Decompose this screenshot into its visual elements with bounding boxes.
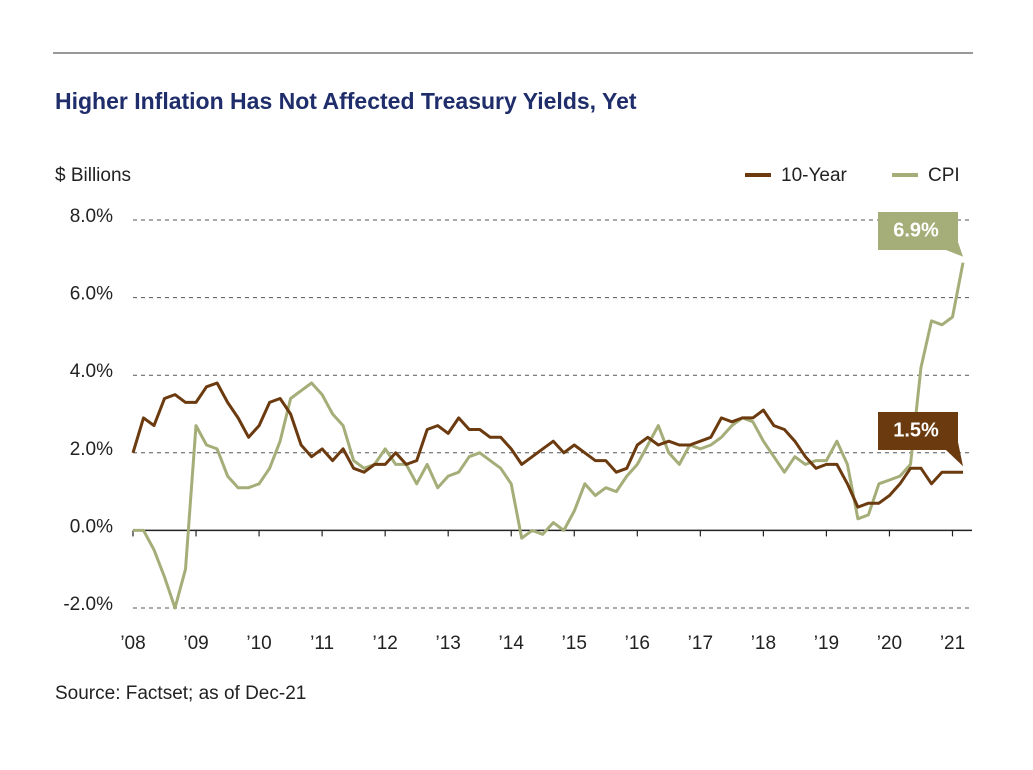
y-tick-label: 4.0%: [70, 361, 113, 382]
x-tick-label: ’11: [310, 633, 334, 654]
y-tick-label: 8.0%: [70, 206, 113, 227]
x-tick-label: ’13: [436, 633, 461, 654]
x-tick-label: ’08: [120, 633, 145, 654]
y-tick-label: 0.0%: [70, 516, 113, 537]
x-tick-label: ’10: [246, 633, 271, 654]
source: Source: Factset; as of Dec-21: [55, 683, 306, 704]
line-series: [131, 381, 963, 509]
y-tick-label: 6.0%: [70, 284, 113, 305]
y-axis-label: $ Billions: [55, 165, 131, 186]
x-tick-label: ’20: [877, 633, 902, 654]
x-tick-label: ’14: [499, 633, 525, 654]
x-tick-label: ’19: [814, 633, 839, 654]
line-series: [133, 262, 965, 610]
chart-title: Higher Inflation Has Not Affected Treasu…: [55, 88, 637, 114]
y-tick-label: 2.0%: [70, 439, 113, 460]
x-tick-label: ’15: [562, 633, 587, 654]
end-label-box: [878, 212, 963, 257]
x-tick-label: ’21: [940, 633, 965, 654]
y-tick-label: -2.0%: [63, 594, 113, 615]
end-label: 6.9%: [893, 219, 939, 241]
x-tick-label: ’17: [688, 633, 713, 654]
x-tick-label: ’12: [372, 633, 397, 654]
legend-label: CPI: [928, 165, 960, 186]
end-label-box: [878, 412, 963, 467]
x-tick-label: ’18: [751, 633, 776, 654]
x-tick-label: ’16: [625, 633, 650, 654]
end-label: 1.5%: [893, 419, 939, 441]
x-tick-label: ’09: [183, 633, 208, 654]
legend-label: 10-Year: [781, 165, 848, 186]
